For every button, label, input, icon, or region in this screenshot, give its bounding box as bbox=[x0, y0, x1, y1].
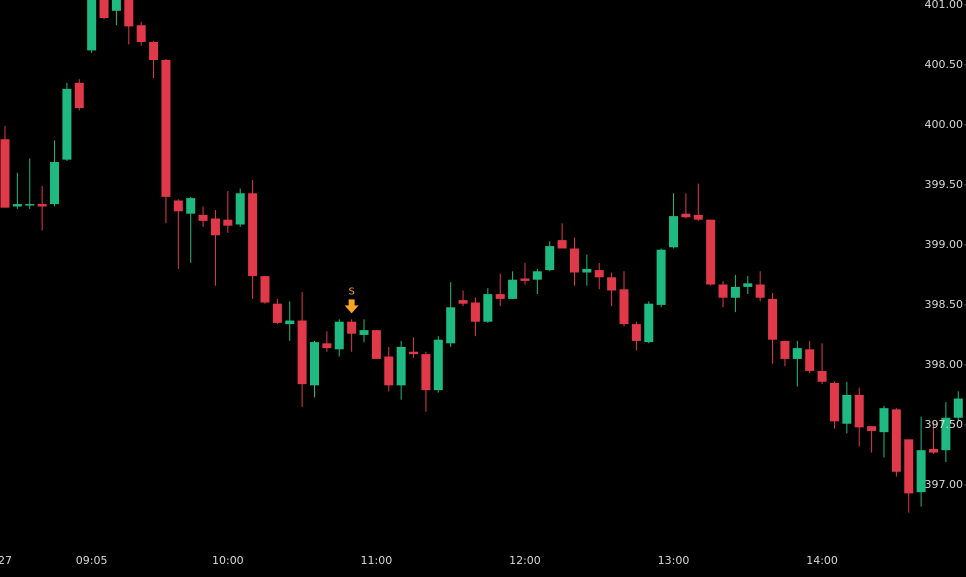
candle-body bbox=[780, 340, 790, 359]
candle-body bbox=[87, 0, 97, 51]
candle-body bbox=[569, 248, 579, 273]
candle-body bbox=[149, 42, 159, 61]
y-tick-label: 399.50 bbox=[925, 178, 964, 191]
candle-body bbox=[396, 346, 406, 386]
x-tick-label: 09:05 bbox=[76, 554, 108, 567]
candle-body bbox=[755, 284, 765, 298]
x-tick-label: 13:00 bbox=[658, 554, 690, 567]
candle-body bbox=[12, 204, 22, 207]
x-tick-label: 10:00 bbox=[212, 554, 244, 567]
candle-body bbox=[520, 278, 530, 281]
candle-body bbox=[693, 214, 703, 220]
candle-body bbox=[99, 0, 109, 19]
y-tick-label: 397.50 bbox=[925, 418, 964, 431]
candle-body bbox=[891, 409, 901, 472]
candle-body bbox=[941, 417, 951, 451]
candle-body bbox=[260, 276, 270, 303]
candle-body bbox=[285, 320, 295, 325]
candle-body bbox=[334, 321, 344, 350]
candle-body bbox=[867, 426, 877, 431]
y-tick-label: 400.00 bbox=[925, 118, 964, 131]
candle-body bbox=[619, 289, 629, 325]
candle-body bbox=[817, 370, 827, 382]
candle-body bbox=[743, 283, 753, 287]
candle-body bbox=[656, 249, 666, 305]
candle-body bbox=[384, 356, 394, 386]
candle-body bbox=[111, 0, 121, 11]
candle-body bbox=[433, 339, 443, 391]
candle-body bbox=[297, 320, 307, 385]
candle-body bbox=[371, 330, 381, 359]
candle-body bbox=[272, 303, 282, 323]
candle-body bbox=[718, 284, 728, 298]
candle-body bbox=[792, 348, 802, 359]
candle-body bbox=[768, 298, 778, 340]
candle-body bbox=[359, 330, 369, 335]
candle-body bbox=[25, 204, 35, 206]
signal-arrow bbox=[344, 299, 359, 314]
candle-body bbox=[631, 324, 641, 341]
x-tick-label: 12:00 bbox=[509, 554, 541, 567]
candle-body bbox=[470, 302, 480, 322]
candle-body bbox=[681, 213, 691, 218]
candle-body bbox=[248, 193, 258, 277]
y-tick-label: 397.00 bbox=[925, 478, 964, 491]
candle-body bbox=[805, 349, 815, 371]
candle-body bbox=[929, 448, 938, 453]
candle-body bbox=[50, 162, 60, 205]
candle-body bbox=[495, 294, 505, 299]
candle-body bbox=[730, 286, 740, 298]
candle-body bbox=[347, 321, 357, 334]
candle-body bbox=[953, 398, 963, 418]
candle-body bbox=[904, 439, 914, 494]
y-tick-label: 398.50 bbox=[925, 298, 964, 311]
candle-body bbox=[458, 300, 468, 304]
candle-body bbox=[0, 139, 10, 208]
candle-body bbox=[409, 351, 419, 355]
y-tick-label: 398.00 bbox=[925, 358, 964, 371]
candle-body bbox=[161, 60, 171, 197]
candle-body bbox=[706, 219, 716, 285]
candle-body bbox=[854, 394, 864, 428]
candle-body bbox=[186, 198, 196, 214]
candle-body bbox=[916, 450, 926, 493]
candle-body bbox=[37, 204, 47, 207]
plot-area bbox=[0, 0, 963, 513]
candle-body bbox=[136, 25, 146, 43]
candle-body bbox=[421, 354, 431, 391]
candle-body bbox=[198, 214, 208, 221]
candle-body bbox=[829, 382, 839, 422]
signal-label: S bbox=[348, 286, 354, 297]
candle-body bbox=[124, 0, 134, 27]
y-tick-label: 401.00 bbox=[925, 0, 964, 11]
x-tick-label: 11:00 bbox=[361, 554, 393, 567]
candle-body bbox=[545, 246, 555, 271]
candle-body bbox=[532, 271, 542, 280]
candle-body bbox=[235, 193, 245, 225]
candle-body bbox=[62, 88, 72, 160]
candle-body bbox=[446, 307, 456, 344]
candle-body bbox=[483, 294, 493, 322]
x-tick-label: 27 bbox=[0, 554, 12, 567]
candle-body bbox=[173, 200, 183, 212]
candle-body bbox=[582, 268, 592, 273]
candle-body bbox=[842, 394, 852, 424]
candle-body bbox=[879, 408, 889, 433]
candle-body bbox=[644, 303, 654, 343]
candle-body bbox=[669, 216, 679, 248]
candle-body bbox=[74, 82, 84, 109]
y-tick-label: 399.00 bbox=[925, 238, 964, 251]
x-tick-label: 14:00 bbox=[806, 554, 838, 567]
candle-body bbox=[210, 218, 220, 236]
y-tick-label: 400.50 bbox=[925, 58, 964, 71]
candle-body bbox=[594, 270, 604, 278]
candle-body bbox=[223, 219, 233, 226]
candle-body bbox=[508, 279, 518, 299]
candle-body bbox=[322, 343, 332, 349]
candle-body bbox=[310, 342, 319, 386]
candle-body bbox=[557, 240, 567, 249]
candle-body bbox=[607, 277, 617, 291]
